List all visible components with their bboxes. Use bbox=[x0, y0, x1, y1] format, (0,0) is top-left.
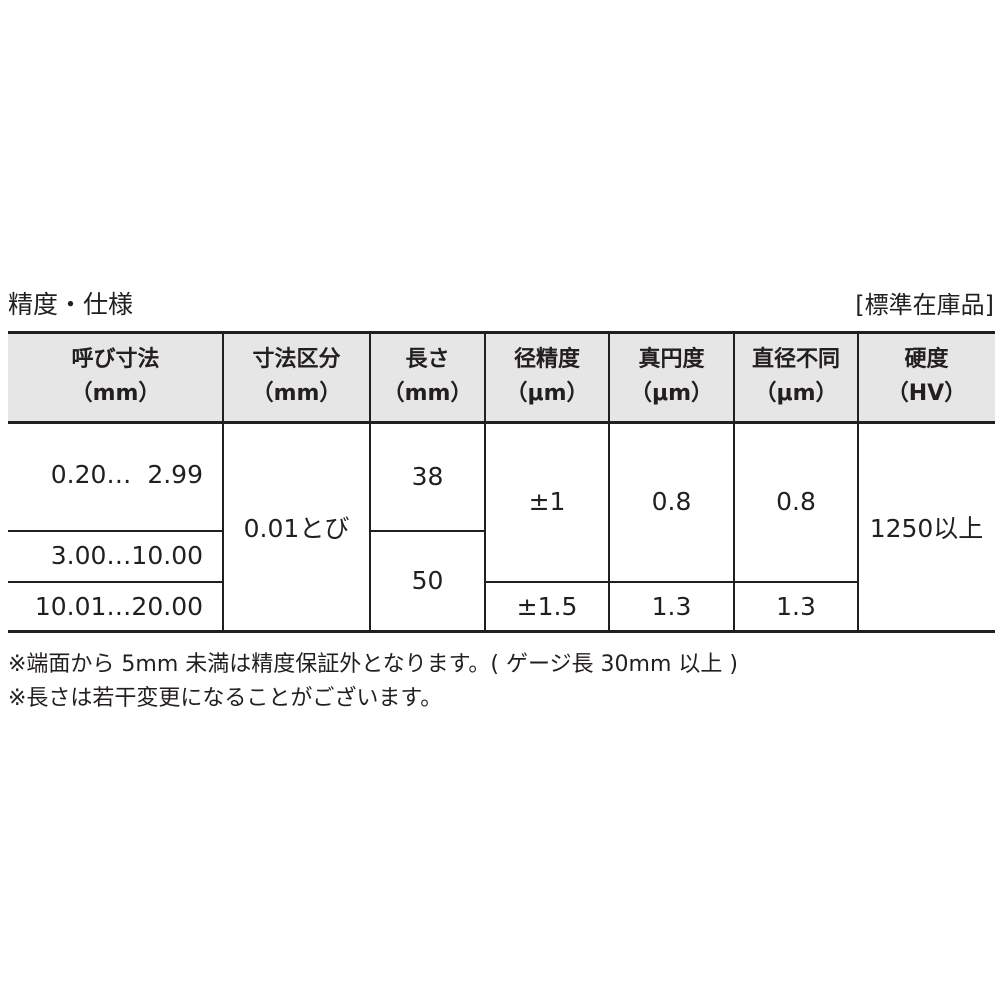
header-text: 直径不同 bbox=[751, 347, 840, 372]
roundness-cell: 0.8 bbox=[651, 487, 692, 516]
section-title: 精度・仕様 bbox=[8, 290, 134, 319]
hardness-cell: 1250以上 bbox=[869, 513, 984, 543]
header-unit: （μm） bbox=[629, 381, 714, 406]
col-divider bbox=[222, 332, 224, 632]
header-text: 寸法区分 bbox=[252, 347, 341, 372]
row-divider bbox=[485, 581, 858, 583]
col-divider bbox=[857, 332, 859, 632]
header-unit: （μm） bbox=[754, 381, 838, 406]
stock-label: [標準在庫品] bbox=[855, 291, 994, 319]
note: ※長さは若干変更になることがございます。 bbox=[8, 686, 443, 711]
diameter-accuracy-cell: ±1.5 bbox=[516, 591, 578, 621]
note: ※端面から 5mm 未満は精度保証外となります。( ゲージ長 30mm 以上 ) bbox=[8, 652, 738, 677]
diameter-variation-cell: 1.3 bbox=[776, 591, 816, 621]
nominal-cell: 3.00…10.00 bbox=[50, 541, 203, 570]
row-divider bbox=[8, 581, 223, 583]
col-divider bbox=[608, 332, 610, 632]
header-nominal: 呼び寸法 （mm） bbox=[8, 332, 223, 422]
increment-cell: 0.01とび bbox=[243, 513, 350, 543]
roundness-cell: 1.3 bbox=[651, 591, 692, 621]
col-divider bbox=[733, 332, 735, 632]
nominal-cell: 10.01…20.00 bbox=[34, 591, 203, 621]
length-cell: 38 bbox=[411, 461, 444, 491]
header-unit: （mm） bbox=[382, 381, 473, 406]
col-divider bbox=[484, 332, 486, 632]
diameter-accuracy-cell: ±1 bbox=[528, 487, 566, 516]
row-divider bbox=[370, 530, 485, 532]
nominal-cell: 0.20… 2.99 bbox=[50, 460, 203, 489]
header-unit: （HV） bbox=[886, 381, 967, 406]
header-text: 径精度 bbox=[513, 347, 580, 372]
header-text: 長さ bbox=[405, 347, 450, 372]
header-length: 長さ （mm） bbox=[370, 332, 485, 422]
header-bottom-border bbox=[8, 421, 995, 424]
header-text: 真円度 bbox=[638, 347, 705, 372]
header-diameter-variation: 直径不同 （μm） bbox=[734, 332, 858, 422]
header-text: 呼び寸法 bbox=[71, 347, 160, 372]
header-text: 硬度 bbox=[904, 347, 949, 372]
header-roundness: 真円度 （μm） bbox=[609, 332, 734, 422]
header-diameter-accuracy: 径精度 （μm） bbox=[485, 332, 609, 422]
length-cell: 50 bbox=[411, 566, 444, 595]
table-top-border bbox=[8, 331, 995, 334]
header-unit: （μm） bbox=[505, 381, 589, 406]
row-divider bbox=[8, 530, 223, 532]
table-bottom-border bbox=[8, 630, 995, 633]
diameter-variation-cell: 0.8 bbox=[776, 487, 816, 516]
header-increment: 寸法区分 （mm） bbox=[223, 332, 370, 422]
header-hardness: 硬度 （HV） bbox=[858, 332, 995, 422]
header-unit: （mm） bbox=[70, 381, 161, 406]
header-unit: （mm） bbox=[251, 381, 342, 406]
col-divider bbox=[369, 332, 371, 632]
